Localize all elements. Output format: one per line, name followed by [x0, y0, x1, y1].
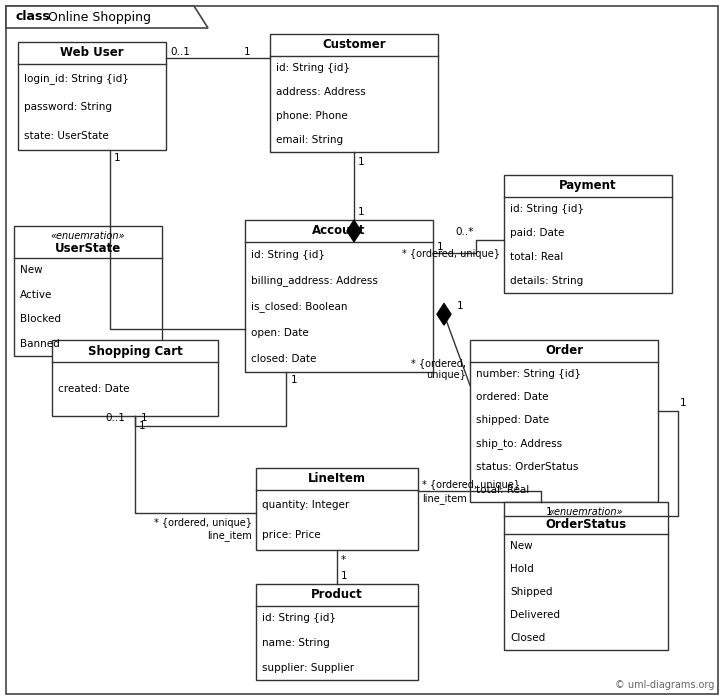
Text: number: String {id}: number: String {id}: [476, 369, 581, 379]
Text: id: String {id}: id: String {id}: [510, 204, 584, 214]
Text: closed: Date: closed: Date: [251, 354, 316, 364]
Text: 1: 1: [341, 571, 348, 581]
Text: price: Price: price: Price: [262, 530, 321, 540]
Bar: [18, 42, 166, 150]
Text: «enuemration»: «enuemration»: [51, 231, 125, 241]
Text: * {ordered,: * {ordered,: [411, 358, 466, 368]
Text: status: OrderStatus: status: OrderStatus: [476, 462, 578, 472]
Text: total: Real: total: Real: [510, 252, 563, 262]
Text: open: Date: open: Date: [251, 328, 308, 338]
Text: created: Date: created: Date: [58, 384, 130, 394]
Text: state: UserState: state: UserState: [24, 131, 109, 141]
Text: Banned: Banned: [20, 339, 60, 349]
Text: Delivered: Delivered: [510, 610, 560, 620]
Text: login_id: String {id}: login_id: String {id}: [24, 73, 129, 84]
Text: 0..1: 0..1: [170, 47, 190, 57]
Text: OrderStatus: OrderStatus: [545, 517, 626, 531]
Text: 1: 1: [437, 242, 444, 253]
Text: 1: 1: [457, 301, 463, 312]
Text: Payment: Payment: [559, 179, 617, 193]
Text: 0..*: 0..*: [455, 227, 474, 237]
Text: Shipped: Shipped: [510, 587, 552, 597]
Text: UserState: UserState: [55, 241, 121, 255]
Text: Hold: Hold: [510, 564, 534, 574]
Text: phone: Phone: phone: Phone: [276, 111, 348, 121]
Text: Active: Active: [20, 290, 52, 300]
Text: 1: 1: [358, 207, 365, 217]
Text: unique}: unique}: [426, 370, 466, 380]
Text: address: Address: address: Address: [276, 87, 366, 97]
Polygon shape: [437, 303, 451, 326]
Text: 1: 1: [290, 375, 297, 385]
Text: Closed: Closed: [510, 634, 545, 643]
Text: paid: Date: paid: Date: [510, 228, 565, 238]
Text: LineItem: LineItem: [308, 473, 366, 486]
Text: id: String {id}: id: String {id}: [276, 63, 350, 73]
Text: New: New: [510, 540, 533, 551]
Text: line_item: line_item: [207, 530, 252, 540]
Text: Order: Order: [545, 344, 583, 358]
Text: supplier: Supplier: supplier: Supplier: [262, 663, 354, 673]
Text: *: *: [341, 555, 346, 565]
Bar: [470, 340, 658, 502]
Text: New: New: [20, 265, 43, 275]
Bar: [256, 584, 418, 680]
Bar: [52, 340, 218, 416]
Text: name: String: name: String: [262, 638, 329, 648]
Text: © uml-diagrams.org: © uml-diagrams.org: [615, 680, 714, 690]
Bar: [245, 220, 433, 372]
Text: 1: 1: [545, 507, 552, 517]
Text: 1: 1: [243, 47, 250, 57]
Text: * {ordered, unique}: * {ordered, unique}: [402, 249, 500, 259]
Text: billing_address: Address: billing_address: Address: [251, 276, 378, 286]
Text: is_closed: Boolean: is_closed: Boolean: [251, 302, 348, 312]
Text: Customer: Customer: [322, 38, 386, 52]
Text: ship_to: Address: ship_to: Address: [476, 438, 562, 449]
Text: password: String: password: String: [24, 102, 112, 112]
Polygon shape: [347, 220, 361, 242]
Text: total: Real: total: Real: [476, 485, 529, 496]
Bar: [256, 468, 418, 550]
Bar: [504, 175, 672, 293]
Text: Shopping Cart: Shopping Cart: [88, 344, 182, 358]
Bar: [504, 502, 668, 650]
Text: Online Shopping: Online Shopping: [44, 10, 151, 24]
Text: line_item: line_item: [422, 494, 467, 505]
Text: Web User: Web User: [60, 46, 124, 60]
Polygon shape: [6, 6, 208, 28]
Text: Account: Account: [312, 225, 366, 237]
Text: «enuemration»: «enuemration»: [549, 507, 623, 517]
Text: Product: Product: [311, 589, 363, 601]
Bar: [270, 34, 438, 152]
Text: class: class: [16, 10, 51, 24]
Text: details: String: details: String: [510, 276, 584, 286]
Text: * {ordered, unique}: * {ordered, unique}: [422, 480, 520, 490]
Text: shipped: Date: shipped: Date: [476, 415, 549, 426]
Text: quantity: Integer: quantity: Integer: [262, 500, 349, 510]
Text: * {ordered, unique}: * {ordered, unique}: [154, 518, 252, 528]
Text: Blocked: Blocked: [20, 314, 61, 324]
Text: 1: 1: [114, 153, 120, 163]
Text: 1: 1: [680, 398, 686, 408]
Text: id: String {id}: id: String {id}: [251, 250, 325, 260]
Bar: [14, 226, 162, 356]
Text: 1: 1: [139, 421, 146, 431]
Text: 1: 1: [358, 157, 365, 167]
Text: email: String: email: String: [276, 135, 343, 145]
Text: ordered: Date: ordered: Date: [476, 392, 549, 402]
Text: 0..1: 0..1: [105, 413, 125, 423]
Text: 1: 1: [141, 413, 148, 423]
Text: id: String {id}: id: String {id}: [262, 613, 336, 623]
